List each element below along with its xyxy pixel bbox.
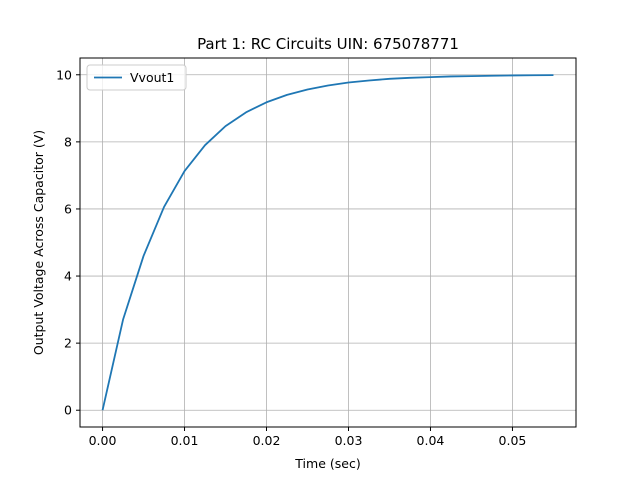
y-tick-label: 10 bbox=[56, 67, 72, 82]
legend: Vvout1 bbox=[86, 64, 187, 91]
y-tick-label: 0 bbox=[64, 403, 72, 418]
y-tick-label: 6 bbox=[64, 201, 72, 216]
legend-box bbox=[86, 64, 187, 91]
x-tick-label: 0.03 bbox=[335, 433, 363, 448]
plot-frame bbox=[79, 57, 577, 428]
x-tick-label: 0.02 bbox=[253, 433, 281, 448]
series-line-vvout1 bbox=[101, 74, 554, 411]
grid bbox=[80, 58, 576, 427]
y-tick-label: 4 bbox=[64, 269, 72, 284]
x-tick-label: 0.04 bbox=[417, 433, 445, 448]
x-tick-label: 0.00 bbox=[89, 433, 117, 448]
y-tick-label: 2 bbox=[64, 336, 72, 351]
x-axis-label: Time (sec) bbox=[294, 456, 360, 471]
x-tick-label: 0.01 bbox=[171, 433, 199, 448]
x-axis-ticks: 0.00 0.01 0.02 0.03 0.04 0.05 bbox=[89, 427, 527, 448]
series-layer bbox=[101, 74, 554, 411]
legend-label-vvout1: Vvout1 bbox=[130, 70, 174, 85]
y-tick-label: 8 bbox=[64, 134, 72, 149]
chart-title: Part 1: RC Circuits UIN: 675078771 bbox=[197, 35, 459, 53]
y-axis-label: Output Voltage Across Capacitor (V) bbox=[31, 130, 46, 355]
y-axis-ticks: 0 2 4 6 8 10 bbox=[56, 67, 80, 418]
x-tick-label: 0.05 bbox=[499, 433, 527, 448]
